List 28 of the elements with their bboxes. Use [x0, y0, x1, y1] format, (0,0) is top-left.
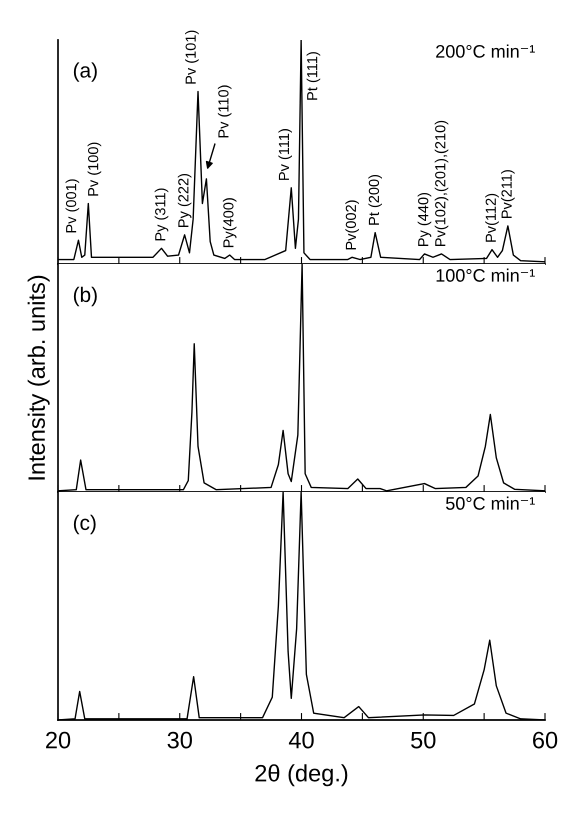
- x-axis-title: 2θ (deg.): [255, 764, 348, 786]
- y-axis-title: Intensity (arb. units): [28, 276, 50, 480]
- annotation: Pv (001): [66, 179, 80, 232]
- x-tick-label: 50: [411, 732, 436, 748]
- annotation: Pv(211): [501, 170, 515, 218]
- annotation: 200°C min⁻¹: [436, 44, 535, 58]
- x-tick-label: 30: [168, 732, 192, 748]
- annotation: Pt (200): [368, 174, 382, 225]
- annotation: Pv (100): [88, 142, 102, 196]
- annotation: Py (222): [178, 174, 192, 227]
- annotation: 50°C min⁻¹: [446, 496, 535, 510]
- x-tick-label: 20: [46, 732, 70, 748]
- x-tick-label: 60: [533, 732, 558, 748]
- annotation: Pv (110): [218, 85, 232, 138]
- annotation: (b): [74, 286, 97, 306]
- x-tick-label: 40: [288, 732, 314, 748]
- annotation: Pt (111): [306, 52, 320, 100]
- annotation: 100°C min⁻¹: [436, 268, 535, 282]
- annotation: (a): [74, 62, 97, 82]
- annotation: Pv(102),(201),(210): [434, 120, 448, 246]
- annotation: Py (311): [154, 188, 168, 240]
- annotation: (c): [74, 514, 96, 534]
- annotation: Py (440): [418, 192, 432, 246]
- annotation: Pv(002): [345, 200, 359, 250]
- annotation: Pv (101): [185, 30, 199, 84]
- annotation: Py(400): [222, 198, 236, 248]
- annotation: Pv (111): [278, 129, 292, 180]
- annotation: Pv(112): [485, 194, 499, 242]
